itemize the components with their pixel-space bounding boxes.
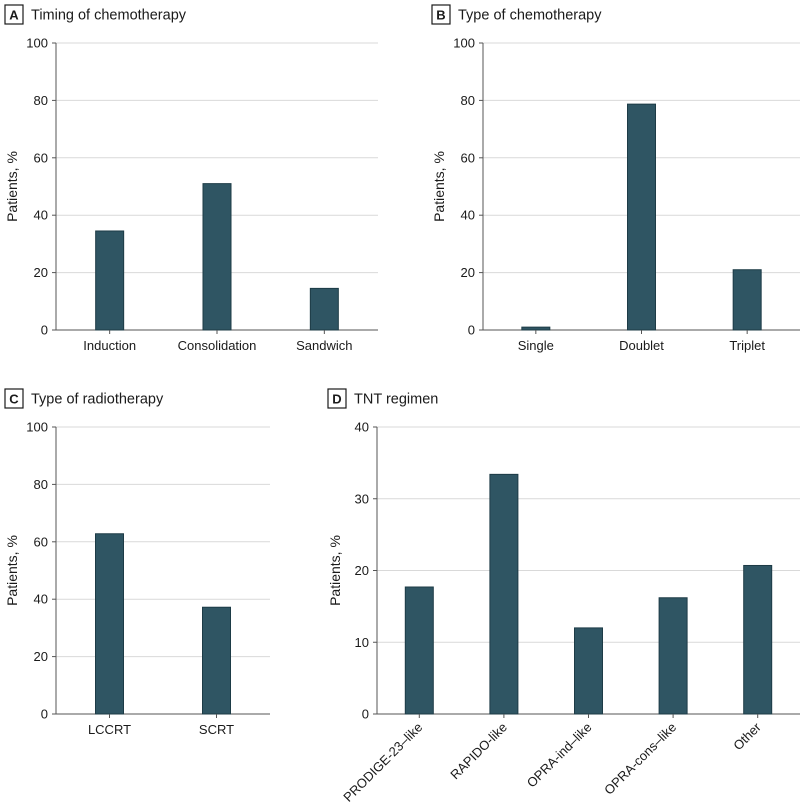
panel-a: A Timing of chemotherapy 0 20 40 60 80 100 Patie… bbox=[4, 4, 378, 353]
y-tick-label: 100 bbox=[26, 36, 48, 51]
y-tick-label: 10 bbox=[355, 635, 369, 650]
y-axis-label: Patients, % bbox=[4, 535, 20, 606]
y-tick-label: 60 bbox=[461, 150, 475, 165]
bar-consolidation bbox=[202, 183, 232, 331]
bar-scrt bbox=[202, 606, 231, 715]
y-axis-label: Patients, % bbox=[327, 535, 343, 606]
x-tick-label: OPRA-ind–like bbox=[524, 720, 595, 791]
panel-letter-box bbox=[4, 388, 24, 409]
panel-c: C Type of radiotherapy 0 20 40 60 80 100 Patient… bbox=[4, 388, 270, 737]
y-axis-label: Patients, % bbox=[431, 151, 447, 222]
y-tick-label: 80 bbox=[34, 477, 48, 492]
y-tick-label: 0 bbox=[41, 323, 48, 338]
bar-doublet bbox=[627, 103, 656, 331]
panel-title: TNT regimen bbox=[354, 392, 438, 408]
x-tick-label: Single bbox=[518, 338, 554, 353]
y-tick-label: 40 bbox=[461, 208, 475, 223]
bar-opra-ind-like bbox=[574, 627, 603, 715]
bar-triplet bbox=[732, 269, 762, 331]
y-tick-label: 100 bbox=[26, 420, 48, 435]
panel-b: B Type of chemotherapy 0 20 40 60 80 100 Patient… bbox=[431, 4, 800, 353]
y-tick-label: 80 bbox=[461, 93, 475, 108]
y-axis-label: Patients, % bbox=[4, 151, 20, 222]
y-tick-label: 40 bbox=[34, 208, 48, 223]
bar-prodige-23-like bbox=[404, 586, 434, 715]
y-tick-label: 80 bbox=[34, 93, 48, 108]
x-tick-label: Sandwich bbox=[296, 338, 352, 353]
panel-letter: B bbox=[436, 8, 445, 23]
x-tick-label: Consolidation bbox=[178, 338, 257, 353]
bar-rapido-like bbox=[489, 473, 519, 715]
panel-letter: C bbox=[9, 392, 19, 407]
panel-title: Type of radiotherapy bbox=[31, 392, 164, 408]
y-tick-label: 0 bbox=[468, 323, 475, 338]
y-tick-label: 60 bbox=[34, 534, 48, 549]
panel-letter-box bbox=[327, 388, 347, 409]
panel-letter-box bbox=[4, 4, 24, 25]
x-tick-label: Other bbox=[730, 719, 764, 753]
bar-lccrt bbox=[95, 533, 124, 715]
y-tick-label: 20 bbox=[355, 563, 369, 578]
y-tick-label: 20 bbox=[461, 265, 475, 280]
x-tick-label: SCRT bbox=[199, 722, 234, 737]
x-tick-label: OPRA-cons–like bbox=[601, 720, 679, 798]
y-tick-label: 100 bbox=[453, 36, 475, 51]
bar-induction bbox=[95, 230, 125, 331]
x-tick-label: Induction bbox=[83, 338, 136, 353]
bar-single bbox=[521, 326, 551, 331]
y-tick-label: 0 bbox=[362, 707, 369, 722]
bar-sandwich bbox=[309, 287, 339, 331]
y-tick-label: 20 bbox=[34, 649, 48, 664]
x-tick-label: RAPIDO-like bbox=[447, 720, 510, 783]
y-tick-label: 60 bbox=[34, 150, 48, 165]
y-tick-label: 20 bbox=[34, 265, 48, 280]
bar-other bbox=[743, 564, 773, 715]
x-tick-label: Triplet bbox=[729, 338, 765, 353]
y-tick-label: 40 bbox=[355, 420, 369, 435]
panel-letter: D bbox=[332, 392, 341, 407]
bar-opra-cons-like bbox=[658, 597, 688, 715]
y-tick-label: 0 bbox=[41, 707, 48, 722]
x-tick-label: PRODIGE-23–like bbox=[340, 720, 425, 802]
panel-letter: A bbox=[9, 8, 19, 23]
panel-d: D TNT regimen 0 10 20 30 40 Patients, % PRODIGE-… bbox=[327, 388, 800, 802]
x-tick-label: Doublet bbox=[619, 338, 664, 353]
panel-letter-box bbox=[431, 4, 451, 25]
panel-title: Type of chemotherapy bbox=[458, 8, 602, 24]
y-tick-label: 40 bbox=[34, 592, 48, 607]
x-tick-label: LCCRT bbox=[88, 722, 131, 737]
panel-title: Timing of chemotherapy bbox=[31, 8, 187, 24]
y-tick-label: 30 bbox=[355, 491, 369, 506]
